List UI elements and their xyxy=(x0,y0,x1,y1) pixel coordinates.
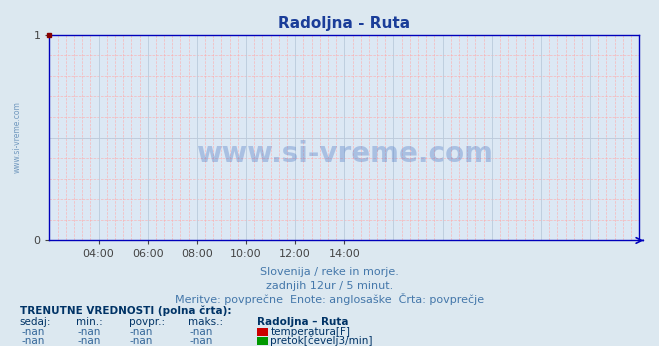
Text: pretok[čevelj3/min]: pretok[čevelj3/min] xyxy=(270,335,373,346)
Text: www.si-vreme.com: www.si-vreme.com xyxy=(196,140,493,168)
Text: povpr.:: povpr.: xyxy=(129,317,165,327)
Text: -nan: -nan xyxy=(130,336,154,346)
Text: Slovenija / reke in morje.: Slovenija / reke in morje. xyxy=(260,267,399,277)
Text: -nan: -nan xyxy=(21,336,45,346)
Text: www.si-vreme.com: www.si-vreme.com xyxy=(13,102,22,173)
Text: -nan: -nan xyxy=(77,327,101,337)
Text: -nan: -nan xyxy=(21,327,45,337)
Text: maks.:: maks.: xyxy=(188,317,223,327)
Text: -nan: -nan xyxy=(189,327,213,337)
Text: sedaj:: sedaj: xyxy=(20,317,51,327)
Text: Meritve: povprečne  Enote: anglosaške  Črta: povprečje: Meritve: povprečne Enote: anglosaške Črt… xyxy=(175,293,484,305)
Text: TRENUTNE VREDNOSTI (polna črta):: TRENUTNE VREDNOSTI (polna črta): xyxy=(20,306,231,316)
Text: min.:: min.: xyxy=(76,317,103,327)
Text: -nan: -nan xyxy=(189,336,213,346)
Title: Radoljna - Ruta: Radoljna - Ruta xyxy=(278,16,411,31)
Text: -nan: -nan xyxy=(77,336,101,346)
Text: zadnjih 12ur / 5 minut.: zadnjih 12ur / 5 minut. xyxy=(266,281,393,291)
Text: temperatura[F]: temperatura[F] xyxy=(270,327,350,337)
Text: Radoljna – Ruta: Radoljna – Ruta xyxy=(257,317,349,327)
Text: -nan: -nan xyxy=(130,327,154,337)
